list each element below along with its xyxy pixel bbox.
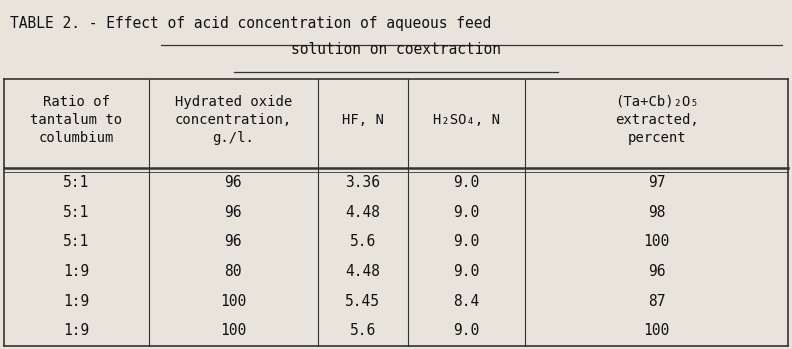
Text: 1:9: 1:9 — [63, 294, 89, 309]
Text: Hydrated oxide
concentration,
g./l.: Hydrated oxide concentration, g./l. — [175, 95, 292, 144]
Text: 5.45: 5.45 — [345, 294, 380, 309]
Text: 100: 100 — [644, 235, 670, 250]
Text: solution on coextraction: solution on coextraction — [291, 42, 501, 57]
Text: Ratio of
tantalum to
columbium: Ratio of tantalum to columbium — [30, 95, 123, 144]
Text: 96: 96 — [225, 205, 242, 220]
Text: (Ta+Cb)₂O₅
extracted,
percent: (Ta+Cb)₂O₅ extracted, percent — [615, 95, 699, 144]
Text: 9.0: 9.0 — [454, 323, 480, 338]
Text: 5.6: 5.6 — [349, 323, 375, 338]
Text: 9.0: 9.0 — [454, 175, 480, 190]
Text: 87: 87 — [648, 294, 665, 309]
Text: 96: 96 — [225, 175, 242, 190]
Text: 1:9: 1:9 — [63, 323, 89, 338]
Text: 100: 100 — [220, 323, 246, 338]
Text: 96: 96 — [225, 235, 242, 250]
Text: 5:1: 5:1 — [63, 235, 89, 250]
Text: 4.48: 4.48 — [345, 205, 380, 220]
Text: 5:1: 5:1 — [63, 205, 89, 220]
Text: 5:1: 5:1 — [63, 175, 89, 190]
Text: 9.0: 9.0 — [454, 235, 480, 250]
Text: 97: 97 — [648, 175, 665, 190]
Text: 100: 100 — [220, 294, 246, 309]
Text: TABLE 2. - Effect of acid concentration of aqueous feed: TABLE 2. - Effect of acid concentration … — [10, 16, 491, 31]
Text: 96: 96 — [648, 264, 665, 279]
Text: 9.0: 9.0 — [454, 264, 480, 279]
Text: 80: 80 — [225, 264, 242, 279]
Text: 1:9: 1:9 — [63, 264, 89, 279]
Text: 4.48: 4.48 — [345, 264, 380, 279]
Text: 9.0: 9.0 — [454, 205, 480, 220]
Text: H₂SO₄, N: H₂SO₄, N — [433, 113, 500, 127]
Text: 98: 98 — [648, 205, 665, 220]
Text: 8.4: 8.4 — [454, 294, 480, 309]
Text: 5.6: 5.6 — [349, 235, 375, 250]
Text: 3.36: 3.36 — [345, 175, 380, 190]
Text: 100: 100 — [644, 323, 670, 338]
Text: HF, N: HF, N — [341, 113, 383, 127]
